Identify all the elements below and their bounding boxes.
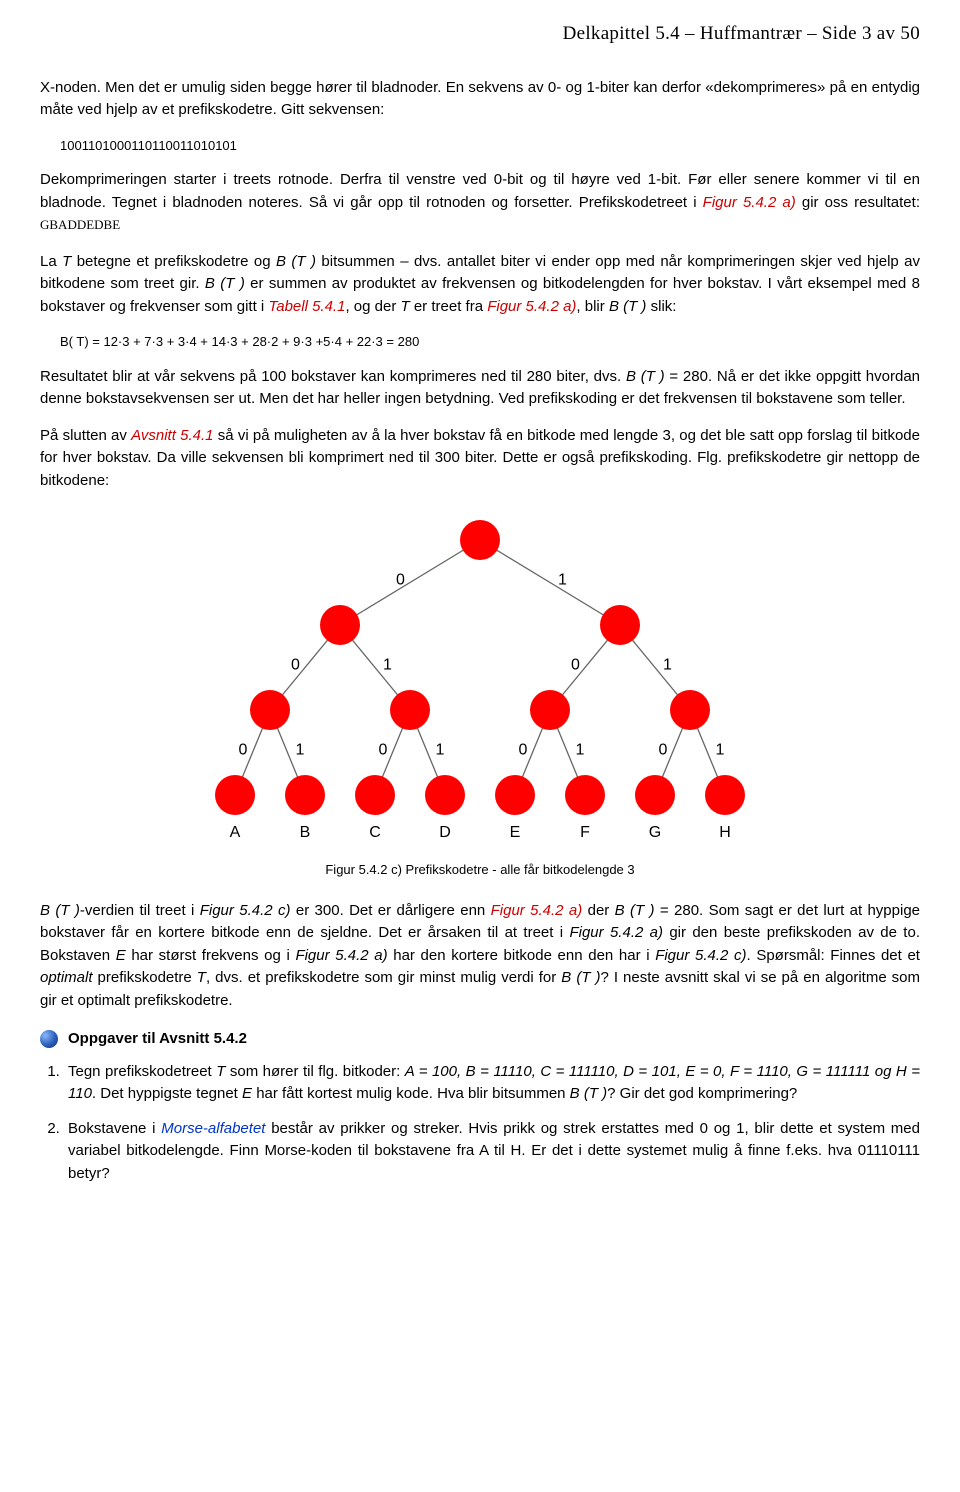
morse-link[interactable]: Morse-alfabetet: [161, 1120, 265, 1137]
svg-text:E: E: [510, 824, 521, 841]
text: , blir: [576, 298, 609, 315]
svg-text:0: 0: [291, 657, 300, 674]
text: som hører til flg. bitkoder:: [225, 1063, 404, 1080]
exercises-heading: Oppgaver til Avsnitt 5.4.2: [40, 1028, 920, 1051]
text: gir oss resultatet:: [796, 194, 920, 211]
svg-text:0: 0: [519, 742, 528, 759]
text: er 300. Det er dårligere enn: [290, 902, 490, 919]
svg-text:D: D: [439, 824, 451, 841]
svg-text:1: 1: [576, 742, 585, 759]
var-T: T: [62, 253, 71, 270]
paragraph-6: B (T )-verdien til treet i Figur 5.4.2 c…: [40, 900, 920, 1013]
text: Bokstavene i: [68, 1120, 161, 1137]
text: betegne et prefikskodetre og: [71, 253, 276, 270]
figure-ref: Figur 5.4.2 c): [200, 902, 291, 919]
exercise-1: Tegn prefikskodetreet T som hører til fl…: [64, 1061, 920, 1106]
bitsum-formula: B( T) = 12·3 + 7·3 + 3·4 + 14·3 + 28·2 +…: [60, 332, 920, 352]
bit-sequence: 1001101000110110011010101: [60, 136, 920, 156]
text: har den kortere bitkode enn den har i: [388, 947, 656, 964]
paragraph-4: Resultatet blir at vår sekvens på 100 bo…: [40, 366, 920, 411]
svg-text:0: 0: [396, 572, 405, 589]
svg-text:F: F: [580, 824, 590, 841]
figure-link[interactable]: Figur 5.4.2 a): [491, 902, 583, 919]
svg-text:G: G: [649, 824, 661, 841]
paragraph-2: Dekomprimeringen starter i treets rotnod…: [40, 169, 920, 237]
svg-text:H: H: [719, 824, 731, 841]
svg-text:0: 0: [571, 657, 580, 674]
text: har størst frekvens og i: [126, 947, 296, 964]
var-E: E: [242, 1085, 252, 1102]
var-BT: B (T ): [561, 969, 600, 986]
svg-text:0: 0: [239, 742, 248, 759]
section-link[interactable]: Avsnitt 5.4.1: [131, 427, 213, 444]
var-BT: B (T ): [609, 298, 647, 315]
svg-text:1: 1: [436, 742, 445, 759]
var-BT: B (T ): [570, 1085, 608, 1102]
svg-text:A: A: [230, 824, 241, 841]
text: . Spørsmål: Finnes det et: [747, 947, 920, 964]
text: Resultatet blir at vår sekvens på 100 bo…: [40, 368, 626, 385]
svg-text:1: 1: [558, 572, 567, 589]
text: har fått kortest mulig kode. Hva blir bi…: [252, 1085, 570, 1102]
var-BT: B (T ): [205, 275, 245, 292]
heading-text: Oppgaver til Avsnitt 5.4.2: [68, 1028, 247, 1051]
sphere-icon: [40, 1030, 58, 1048]
svg-text:1: 1: [296, 742, 305, 759]
text: . Det hyppigste tegnet: [92, 1085, 242, 1102]
var-BT: B (T ): [276, 253, 316, 270]
page-header: Delkapittel 5.4 – Huffmantrær – Side 3 a…: [40, 20, 920, 49]
text: er treet fra: [410, 298, 488, 315]
svg-text:1: 1: [663, 657, 672, 674]
svg-text:B: B: [300, 824, 311, 841]
figure-link[interactable]: Figur 5.4.2 a): [487, 298, 576, 315]
var-T: T: [216, 1063, 225, 1080]
svg-text:0: 0: [379, 742, 388, 759]
paragraph-1: X-noden. Men det er umulig siden begge h…: [40, 77, 920, 122]
text: ? Gir det god komprimering?: [607, 1085, 797, 1102]
svg-text:0: 0: [659, 742, 668, 759]
svg-text:C: C: [369, 824, 381, 841]
prefix-tree-svg: 0 1 0 1 0 1 0 1 0 1 0 1 0 1 A B C D E F G H: [170, 510, 790, 850]
figure-tree: 0 1 0 1 0 1 0 1 0 1 0 1 0 1 A B C D E F G H: [40, 510, 920, 850]
var-BT: B (T ): [40, 902, 80, 919]
text: der: [582, 902, 614, 919]
figure-ref: Figur 5.4.2 a): [569, 924, 663, 941]
exercise-2: Bokstavene i Morse-alfabetet består av p…: [64, 1118, 920, 1186]
paragraph-3: La T betegne et prefikskodetre og B (T )…: [40, 251, 920, 319]
result-code: GBADDEDBE: [40, 217, 120, 232]
text: På slutten av: [40, 427, 131, 444]
svg-text:1: 1: [716, 742, 725, 759]
figure-ref: Figur 5.4.2 c): [655, 947, 746, 964]
exercise-list: Tegn prefikskodetreet T som hører til fl…: [40, 1061, 920, 1186]
text: prefikskodetre: [93, 969, 197, 986]
text: Tegn prefikskodetreet: [68, 1063, 216, 1080]
figure-caption: Figur 5.4.2 c) Prefikskodetre - alle får…: [40, 860, 920, 880]
var-BT: B (T ): [615, 902, 655, 919]
text: -verdien til treet i: [80, 902, 200, 919]
var-E: E: [116, 947, 126, 964]
paragraph-5: På slutten av Avsnitt 5.4.1 så vi på mul…: [40, 425, 920, 493]
figure-ref: Figur 5.4.2 a): [295, 947, 387, 964]
emphasis: optimalt: [40, 969, 93, 986]
table-link[interactable]: Tabell 5.4.1: [268, 298, 345, 315]
var-T: T: [401, 298, 410, 315]
figure-link[interactable]: Figur 5.4.2 a): [703, 194, 796, 211]
text: , dvs. et prefikskodetre som gir minst m…: [206, 969, 561, 986]
svg-text:1: 1: [383, 657, 392, 674]
var-T: T: [197, 969, 206, 986]
var-BT: B (T ): [626, 368, 665, 385]
text: La: [40, 253, 62, 270]
text: , og der: [345, 298, 400, 315]
text: slik:: [646, 298, 676, 315]
